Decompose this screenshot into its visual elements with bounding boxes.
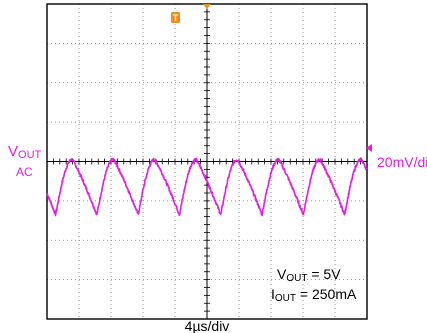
- annotation-vout: VOUT = 5V: [277, 266, 341, 284]
- annotation-iout: IOUT = 250mA: [271, 286, 357, 304]
- channel-label-main: V: [8, 143, 18, 160]
- channel-label: VOUT: [8, 143, 42, 161]
- annotation-iout-subscript: OUT: [275, 293, 296, 304]
- channel-level-marker: [366, 144, 372, 152]
- vout-ripple-trace: [46, 157, 368, 217]
- annotation-vout-value: = 5V: [307, 266, 341, 282]
- trigger-icon: T: [171, 12, 180, 23]
- annotation-iout-value: = 250mA: [296, 286, 357, 302]
- x-axis-label: 4µs/div: [185, 318, 230, 333]
- channel-label-subscript: OUT: [18, 149, 42, 161]
- channel-coupling-label: AC: [16, 165, 33, 179]
- trigger-label: T: [173, 13, 179, 23]
- channel-scale-label: 20mV/div: [377, 154, 427, 170]
- annotation-vout-main: V: [277, 266, 287, 282]
- annotation-iout-main: I: [271, 286, 275, 302]
- annotation-vout-subscript: OUT: [286, 273, 307, 284]
- trigger-position-marker: [203, 4, 211, 9]
- graticule: [46, 3, 368, 320]
